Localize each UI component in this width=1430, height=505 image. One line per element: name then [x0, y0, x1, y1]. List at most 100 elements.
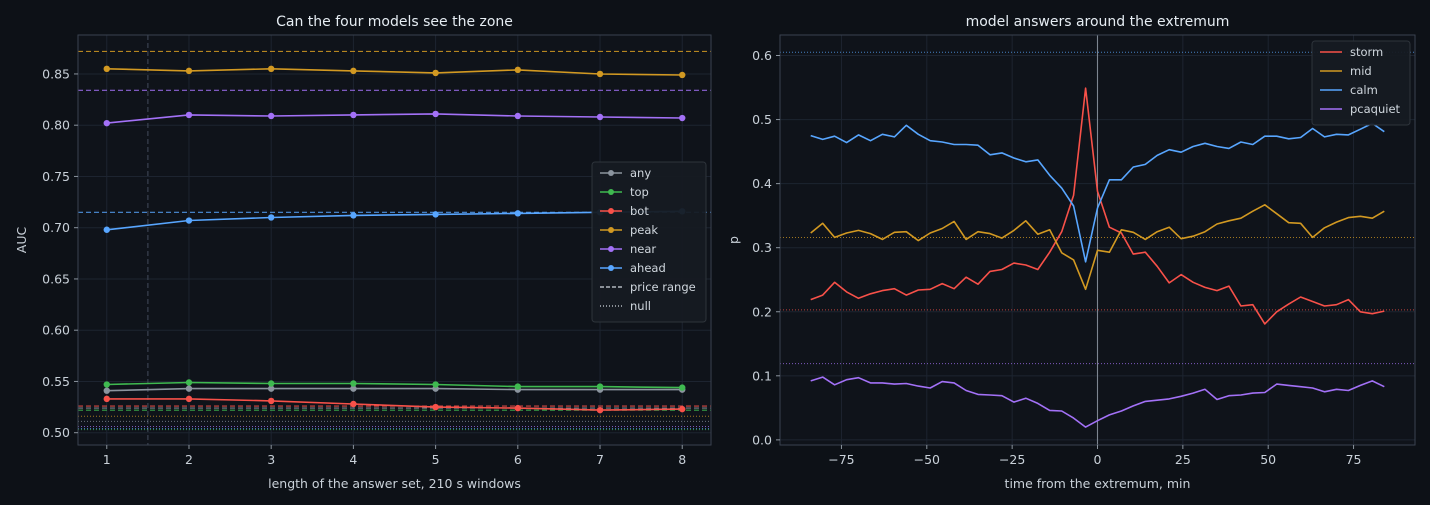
data-point-bot — [514, 404, 522, 412]
data-point-any — [350, 385, 357, 392]
x-tick-label: 3 — [267, 452, 275, 467]
data-point-near — [596, 113, 604, 121]
data-point-ahead — [432, 211, 439, 218]
data-point-any — [103, 387, 110, 394]
data-point-any — [267, 385, 275, 392]
data-point-top — [514, 383, 522, 390]
data-point-near — [185, 111, 193, 119]
y-tick-label: 0.4 — [752, 176, 772, 191]
legend: storm mid calm pcaquiet — [1311, 40, 1411, 126]
data-point-top — [103, 381, 110, 388]
data-point-ahead — [103, 226, 110, 233]
series-line-pcaquiet — [810, 376, 1385, 428]
y-tick-label: 0.65 — [42, 271, 70, 286]
series-line-bot — [106, 398, 683, 411]
series-line-any — [106, 387, 683, 392]
legend-label: near — [630, 242, 656, 256]
x-tick-label: 4 — [349, 452, 357, 467]
y-tick-label: 0.50 — [42, 425, 70, 440]
x-tick-label: 7 — [596, 452, 604, 467]
x-tick-label: 8 — [678, 452, 686, 467]
data-point-peak — [185, 67, 193, 75]
data-point-peak — [267, 65, 275, 73]
y-tick-label: 0.75 — [42, 169, 70, 184]
legend-marker-near — [608, 246, 614, 252]
legend-label: bot — [630, 204, 649, 218]
data-point-ahead — [350, 212, 357, 219]
data-point-near — [350, 111, 357, 119]
data-point-ahead — [185, 217, 193, 224]
chart-title: Can the four models see the zone — [276, 14, 513, 30]
legend-label: storm — [1350, 45, 1383, 59]
y-tick-label: 0.5 — [752, 112, 772, 127]
y-axis-label: p — [726, 236, 741, 244]
x-tick-label: 1 — [103, 452, 111, 467]
y-tick-label: 0.70 — [42, 220, 70, 235]
legend-label: null — [630, 299, 651, 313]
x-axis-label: length of the answer set, 210 s windows — [268, 476, 521, 491]
data-point-top — [679, 384, 686, 391]
data-point-peak — [350, 67, 357, 75]
legend-marker-peak — [608, 227, 614, 233]
data-point-peak — [679, 71, 686, 79]
series-line-ahead — [106, 210, 683, 231]
legend-marker-top — [608, 189, 614, 195]
x-tick-label: 25 — [1175, 452, 1191, 467]
legend-marker-any — [608, 170, 614, 176]
data-point-any — [185, 385, 193, 392]
series-line-near — [106, 113, 683, 124]
data-point-near — [514, 112, 522, 120]
x-tick-label: 6 — [514, 452, 522, 467]
y-tick-label: 0.3 — [752, 240, 772, 255]
data-point-peak — [514, 66, 522, 74]
x-tick-label: 50 — [1260, 452, 1276, 467]
y-tick-label: 0.6 — [752, 48, 772, 63]
y-tick-label: 0.2 — [752, 304, 772, 319]
plot-frame — [77, 34, 712, 446]
legend-label: calm — [1350, 83, 1378, 97]
legend-box — [1311, 40, 1411, 126]
data-point-top — [185, 379, 193, 386]
x-tick-label: −75 — [828, 452, 854, 467]
data-point-top — [350, 380, 357, 387]
data-point-peak — [432, 69, 439, 77]
x-tick-label: 2 — [185, 452, 193, 467]
legend-box — [591, 161, 707, 323]
legend-label: top — [630, 185, 649, 199]
data-point-ahead — [514, 210, 522, 217]
y-tick-label: 0.55 — [42, 374, 70, 389]
data-point-near — [432, 110, 439, 118]
series-line-calm — [810, 122, 1385, 263]
data-point-bot — [432, 403, 439, 411]
y-axis-label: AUC — [14, 227, 29, 254]
legend-label: any — [630, 166, 651, 180]
y-tick-label: 0.80 — [42, 118, 70, 133]
auc-chart: 1 2 3 4 5 6 7 8 0.50 0.55 0.60 0.65 0.70 0.75 0.80 0.85… — [14, 14, 712, 491]
legend-label: ahead — [630, 261, 666, 275]
y-tick-label: 0.0 — [752, 432, 772, 447]
x-tick-label: −25 — [999, 452, 1025, 467]
chart-title: model answers around the extremum — [966, 14, 1230, 30]
data-point-bot — [350, 400, 357, 408]
data-point-near — [267, 112, 275, 120]
data-point-bot — [679, 405, 686, 413]
legend: any top bot peak near ahead price range null — [591, 161, 707, 323]
data-point-top — [267, 380, 275, 387]
legend-label: pcaquiet — [1350, 102, 1401, 116]
data-point-bot — [596, 406, 604, 414]
data-point-top — [596, 383, 604, 390]
data-point-peak — [103, 65, 110, 73]
series-line-storm — [810, 87, 1385, 325]
legend-label: price range — [630, 280, 696, 294]
x-tick-label: −50 — [914, 452, 940, 467]
legend-label: peak — [630, 223, 658, 237]
x-tick-label: 5 — [432, 452, 440, 467]
y-tick-label: 0.60 — [42, 323, 70, 338]
series-line-mid — [810, 204, 1385, 291]
legend-label: mid — [1350, 64, 1372, 78]
x-tick-label: 0 — [1094, 452, 1102, 467]
data-point-ahead — [267, 214, 275, 221]
legend-marker-ahead — [608, 265, 614, 271]
data-point-bot — [185, 395, 193, 403]
